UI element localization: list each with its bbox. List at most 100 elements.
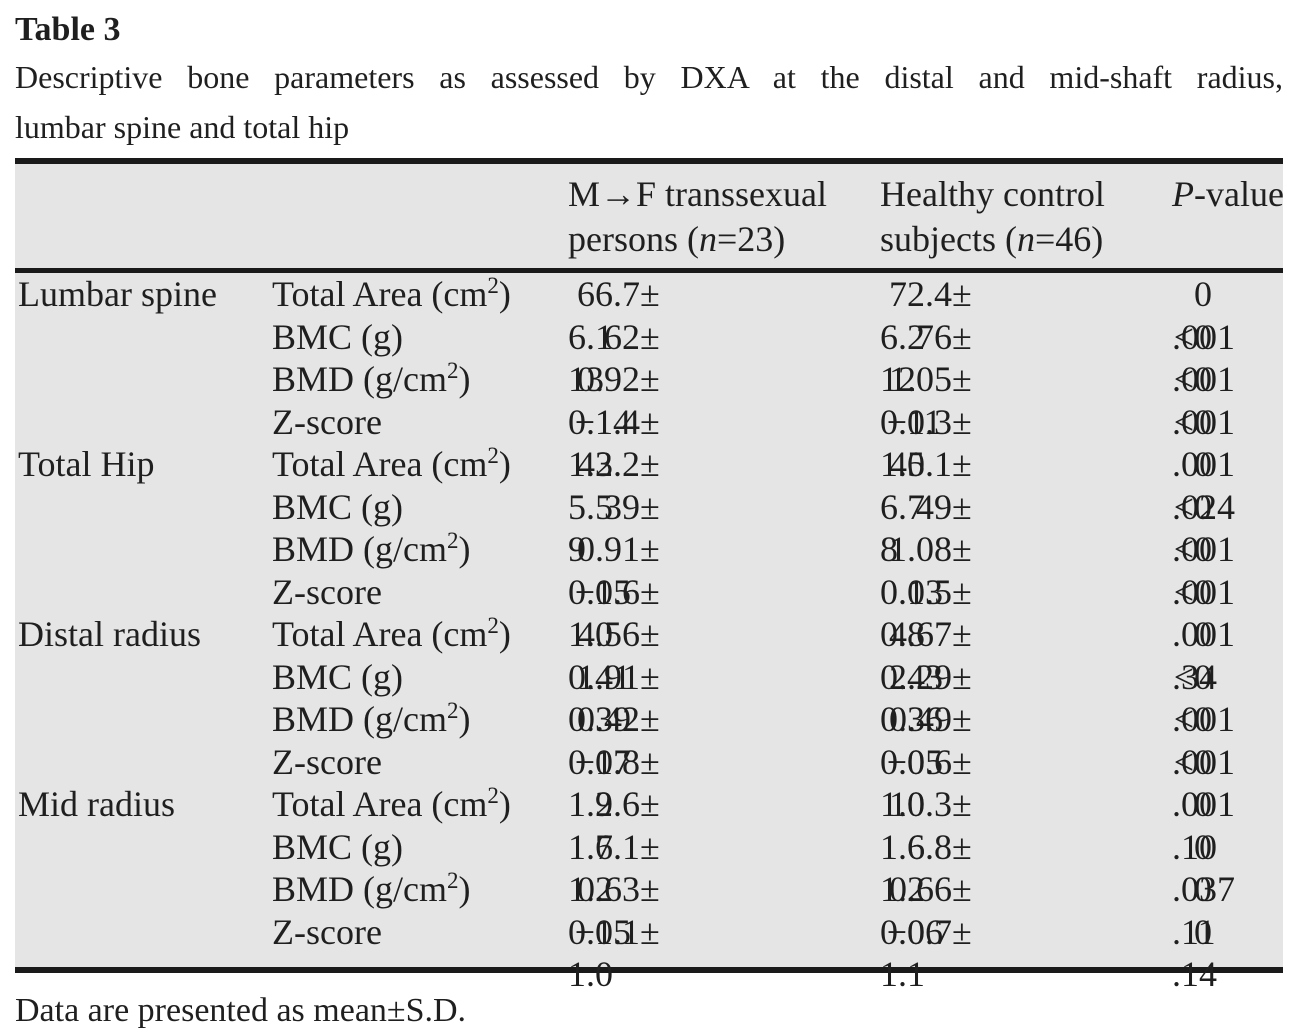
- p-value: 0.34: [1172, 613, 1283, 698]
- plus-minus-sign: ±: [640, 911, 660, 952]
- mf-header-line2-post: =23): [716, 219, 786, 259]
- region-label: Lumbar spine: [18, 274, 217, 314]
- mf-value-sd: 5.5: [568, 486, 613, 527]
- p-value-fraction-part: .001: [1172, 529, 1235, 569]
- table-caption-line1: Descriptive bone parameters as assessed …: [15, 52, 1283, 102]
- p-value-integer-part: <0: [1173, 699, 1212, 739]
- hc-value-mean: 10.3: [889, 784, 952, 824]
- mf-value-sd: 13: [568, 359, 604, 399]
- mf-value-mean: 9.6: [595, 784, 640, 824]
- hc-value-sd: 0.05: [880, 741, 943, 782]
- hc-value-sd: 0.8: [880, 614, 925, 654]
- table-header-rule: [15, 268, 1283, 273]
- parameter-label: BMD (g/cm2): [272, 868, 471, 909]
- p-value: 0.001: [1172, 273, 1283, 358]
- plus-minus-sign: ±: [952, 274, 972, 314]
- mf-value-sd: 6.1: [568, 316, 613, 357]
- parameter-label: Total Area (cm2): [272, 613, 511, 654]
- hc-value-mean: 4.67: [889, 614, 952, 654]
- plus-minus-sign: ±: [952, 359, 972, 399]
- plus-minus-sign: ±: [640, 656, 660, 697]
- p-value-fraction-part: .10: [1172, 826, 1217, 867]
- table-row: Z-score −1.8± 1.2 −0.6± 1.0 <0.001: [15, 741, 1283, 825]
- hc-value-sd: 0.06: [880, 911, 943, 952]
- p-value-fraction-part: .001: [1172, 359, 1235, 399]
- table-row: BMC (g) 62± 13 76± 12 <0.001: [15, 316, 1283, 400]
- hc-value: 10.3± 1.6: [880, 783, 1172, 868]
- mf-value-mean: −0.6: [574, 571, 640, 612]
- table-row: Z-score −0.6± 1.0 0.5± 0.8 <0.001: [15, 571, 1283, 655]
- p-value-integer-part: 0: [1194, 784, 1212, 824]
- header-parameter-spacer: [272, 172, 568, 262]
- parameter-label: Total Area (cm2): [272, 273, 511, 314]
- p-value-integer-part: 0: [1194, 444, 1212, 484]
- plus-minus-sign: ±: [640, 869, 660, 909]
- mf-value-mean: −1.4: [574, 401, 640, 442]
- hc-value-mean: −0.6: [886, 741, 952, 782]
- mf-value-sd: 0.15: [568, 571, 631, 612]
- p-value-integer-part: <0: [1173, 359, 1212, 399]
- table-row: Mid radius Total Area (cm2) 9.6± 1.7 10.3± 1.…: [15, 783, 1283, 867]
- table-body: Lumbar spine Total Area (cm2) 66.7 ± 6.1 72.4…: [15, 273, 1283, 994]
- hc-value-mean: 6.8: [907, 826, 952, 867]
- p-value-integer-part: <0: [1173, 401, 1212, 442]
- mf-value-mean: 0.42: [577, 699, 640, 739]
- superscript-2: 2: [487, 783, 499, 808]
- parameter-label: Total Area (cm2): [272, 443, 511, 484]
- table-bottom-rule: [15, 967, 1283, 973]
- mf-value-sd: 0.39: [568, 699, 631, 739]
- p-value: 0.037: [1172, 826, 1283, 911]
- table-row: BMC (g) 6.1± 1.2 6.8± 1.2 0.037: [15, 826, 1283, 910]
- plus-minus-sign: ±: [952, 741, 972, 782]
- p-value-integer-part: 0: [1194, 869, 1212, 909]
- hc-value-sd: 12: [880, 359, 916, 399]
- parameter-label: BMD (g/cm2): [272, 528, 471, 569]
- hc-value-mean: −0.7: [886, 911, 952, 952]
- plus-minus-sign: ±: [640, 444, 660, 484]
- hc-value-mean: 0.66: [889, 869, 952, 909]
- parameter-label: Total Area (cm2): [272, 783, 511, 824]
- column-header-mf-transsexual: M→F transsexual persons (n=23): [568, 172, 880, 262]
- plus-minus-sign: ±: [952, 869, 972, 909]
- mf-value: −1.4± 1.3: [568, 401, 880, 486]
- plus-minus-sign: ±: [640, 571, 660, 612]
- mf-value: 62± 13: [568, 316, 880, 401]
- mf-value: 1.91± 0.39: [568, 656, 880, 741]
- hc-value-mean: 45.1: [889, 444, 952, 484]
- region-label: Total Hip: [18, 444, 155, 484]
- hc-value-sd: 1.2: [880, 869, 925, 909]
- plus-minus-sign: ±: [952, 571, 972, 612]
- hc-value-sd: 1.6: [880, 826, 925, 867]
- p-value-integer-part: 0: [1194, 911, 1212, 952]
- parameter-label: Z-score: [272, 741, 382, 782]
- plus-minus-sign: ±: [640, 529, 660, 569]
- parameter-label: BMC (g): [272, 486, 404, 527]
- p-value: <0.001: [1172, 358, 1283, 443]
- mf-value-mean: 66.7: [577, 274, 640, 314]
- plus-minus-sign: ±: [952, 911, 972, 952]
- mf-value-mean: −1.8: [574, 741, 640, 782]
- plus-minus-sign: ±: [640, 614, 660, 654]
- parameter-label: Z-score: [272, 401, 382, 442]
- plus-minus-sign: ±: [952, 826, 972, 867]
- hc-value: 0.5± 0.8: [880, 571, 1172, 656]
- table-number-title: Table 3: [15, 11, 121, 48]
- p-value-fraction-part: .024: [1172, 486, 1235, 527]
- mf-value-sd: 1.2: [568, 784, 613, 824]
- hc-value: 49± 8: [880, 486, 1172, 571]
- p-value-integer-part: <0: [1173, 486, 1212, 527]
- hc-value-mean: 72.4: [889, 274, 952, 314]
- table-caption: Table 3 Descriptive bone parameters as a…: [15, 8, 1283, 152]
- table-caption-line1-text: Descriptive bone parameters as assessed …: [15, 59, 1283, 95]
- table-top-rule: [15, 158, 1283, 164]
- superscript-2: 2: [487, 273, 499, 298]
- mf-value-sd: 0.41: [568, 656, 631, 697]
- mf-value: 4.56± 0.41: [568, 613, 880, 698]
- p-value-fraction-part: .001: [1172, 571, 1235, 612]
- mf-header-n-italic: n: [698, 219, 717, 259]
- p-value-fraction-part: .001: [1172, 316, 1235, 357]
- mf-value-mean: −1.1: [574, 911, 640, 952]
- hc-value-mean: 1.08: [889, 529, 952, 569]
- plus-minus-sign: ±: [952, 656, 972, 697]
- mf-value: 0.91± 0.15: [568, 528, 880, 613]
